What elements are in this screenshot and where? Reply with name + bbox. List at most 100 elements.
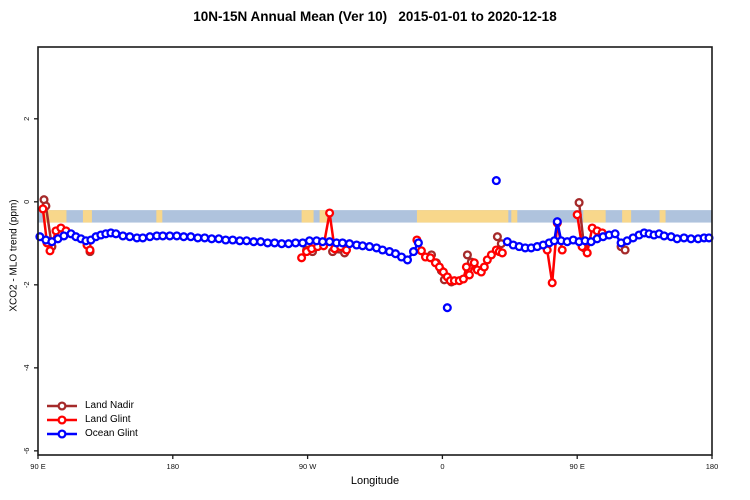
- data-point-ocean-glint: [442, 303, 452, 313]
- data-point-ocean-glint: [659, 231, 669, 241]
- data-point-ocean-glint: [256, 237, 266, 247]
- data-point-ocean-glint: [686, 234, 696, 244]
- map-band-land-segment: [583, 210, 606, 223]
- data-point-ocean-glint: [364, 242, 375, 252]
- map-band-land-segment: [511, 210, 518, 223]
- data-point-ocean-glint: [179, 232, 189, 242]
- data-point-ocean-glint: [172, 231, 182, 241]
- data-point-land-glint: [45, 246, 55, 256]
- map-band-land-segment: [82, 210, 92, 223]
- data-point-ocean-glint: [318, 237, 328, 247]
- y-tick-label: -4: [22, 365, 31, 372]
- data-point-land-glint: [497, 248, 507, 258]
- data-point-ocean-glint: [207, 234, 217, 244]
- data-point-land-glint: [572, 210, 582, 220]
- data-point-ocean-glint: [242, 236, 252, 246]
- legend-item-land-nadir: Land Nadir: [46, 399, 138, 413]
- data-point-ocean-glint: [291, 238, 301, 248]
- plot-frame: [37, 46, 713, 456]
- legend: Land Nadir Land Glint Ocean Glint: [46, 399, 138, 441]
- data-point-ocean-glint: [125, 232, 135, 242]
- data-point-ocean-glint: [200, 233, 210, 243]
- data-point-land-glint: [297, 253, 307, 263]
- data-point-ocean-glint: [344, 239, 355, 249]
- data-point-ocean-glint: [284, 239, 294, 249]
- data-point-ocean-glint: [138, 233, 148, 243]
- data-point-land-glint: [85, 245, 95, 255]
- map-band-land-segment: [622, 210, 632, 223]
- legend-marker-land-nadir: [47, 401, 77, 411]
- chart-title: 10N-15N Annual Mean (Ver 10) 2015-01-01 …: [193, 9, 557, 24]
- map-band-land-segment: [319, 210, 328, 223]
- map-band-land-segment: [156, 210, 163, 223]
- data-point-land-glint: [325, 208, 335, 218]
- map-band-land-segment: [301, 210, 314, 223]
- map-band-ocean: [38, 210, 712, 223]
- legend-marker-ocean-glint: [47, 429, 77, 439]
- data-point-ocean-glint: [413, 238, 423, 248]
- legend-label-land-glint: Land Glint: [85, 414, 131, 425]
- data-point-ocean-glint: [221, 235, 231, 245]
- data-point-land-glint: [547, 278, 557, 288]
- data-point-ocean-glint: [228, 235, 238, 245]
- legend-label-ocean-glint: Ocean Glint: [85, 428, 138, 439]
- data-point-ocean-glint: [118, 231, 128, 241]
- legend-item-ocean-glint: Ocean Glint: [46, 427, 138, 441]
- data-point-ocean-glint: [145, 232, 155, 242]
- data-point-land-nadir: [462, 250, 472, 260]
- y-tick-label: -6: [22, 448, 31, 455]
- data-point-ocean-glint: [304, 236, 315, 246]
- data-point-ocean-glint: [263, 238, 273, 248]
- data-point-land-nadir: [620, 245, 630, 255]
- map-band-land-segment: [416, 210, 509, 223]
- x-tick-label: 180: [167, 462, 180, 471]
- data-point-ocean-glint: [408, 247, 419, 257]
- legend-marker-land-glint: [47, 415, 77, 425]
- data-point-ocean-glint: [402, 255, 413, 265]
- data-point-ocean-glint: [59, 231, 69, 241]
- x-tick-label: 90 E: [30, 462, 45, 471]
- data-point-land-glint: [425, 253, 435, 263]
- data-point-land-glint: [464, 270, 474, 280]
- data-point-land-nadir: [492, 232, 502, 242]
- data-point-land-glint: [416, 246, 426, 256]
- data-point-land-glint: [458, 274, 468, 284]
- x-tick-label: 90 W: [299, 462, 317, 471]
- data-point-ocean-glint: [337, 238, 348, 248]
- data-point-ocean-glint: [249, 237, 259, 247]
- data-point-ocean-glint: [214, 234, 224, 244]
- map-band-land-segment: [659, 210, 666, 223]
- data-point-ocean-glint: [358, 241, 368, 251]
- legend-item-land-glint: Land Glint: [46, 413, 138, 427]
- x-tick-label: 0: [440, 462, 444, 471]
- data-point-ocean-glint: [325, 237, 335, 247]
- data-point-ocean-glint: [165, 231, 175, 241]
- y-tick-label: 0: [22, 200, 31, 204]
- data-point-ocean-glint: [491, 176, 501, 186]
- y-tick-label: -2: [22, 281, 31, 288]
- data-point-ocean-glint: [270, 238, 280, 248]
- data-point-ocean-glint: [158, 231, 168, 241]
- legend-label-land-nadir: Land Nadir: [85, 400, 134, 411]
- data-point-land-glint: [557, 245, 567, 255]
- x-tick-label: 180: [706, 462, 719, 471]
- y-tick-label: 2: [22, 117, 31, 121]
- data-point-land-glint: [461, 262, 471, 272]
- data-point-land-nadir: [574, 198, 584, 208]
- data-point-ocean-glint: [610, 229, 620, 239]
- data-point-land-glint: [38, 204, 48, 214]
- x-tick-label: 90 E: [569, 462, 584, 471]
- data-point-land-glint: [479, 262, 489, 272]
- data-point-ocean-glint: [679, 233, 689, 243]
- x-axis-label: Longitude: [350, 475, 400, 487]
- data-point-ocean-glint: [672, 234, 682, 244]
- data-point-land-glint: [582, 248, 592, 258]
- data-point-ocean-glint: [552, 217, 562, 227]
- data-point-ocean-glint: [377, 245, 388, 255]
- data-point-ocean-glint: [111, 229, 121, 239]
- map-band-land-segment: [43, 210, 67, 223]
- data-point-land-glint: [469, 258, 479, 268]
- data-point-ocean-glint: [186, 232, 196, 242]
